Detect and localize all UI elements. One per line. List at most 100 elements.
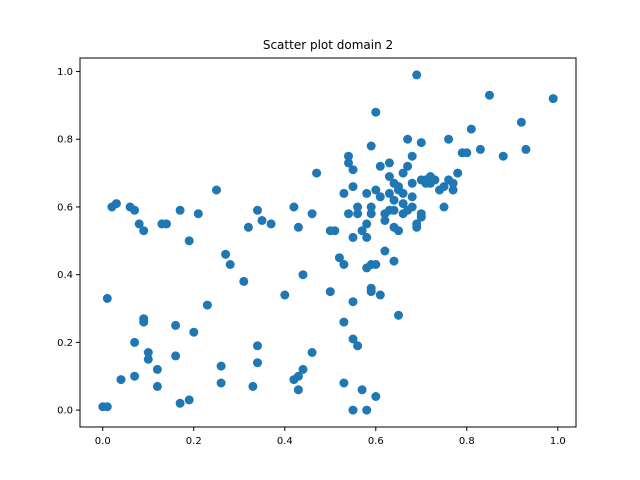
data-point (371, 107, 381, 117)
data-point (212, 185, 221, 195)
data-point (130, 337, 140, 347)
data-point (366, 141, 376, 151)
x-tick-label: 0.6 (368, 436, 384, 447)
data-point (152, 381, 162, 391)
data-point (116, 375, 126, 385)
data-point (398, 199, 408, 209)
data-point (462, 148, 472, 158)
data-point (516, 117, 526, 127)
data-point (293, 385, 303, 395)
data-point (357, 385, 367, 395)
data-point (498, 151, 508, 161)
data-point (307, 348, 317, 357)
points-layer (98, 70, 558, 415)
data-point (175, 398, 185, 408)
data-point (362, 232, 372, 242)
data-point (384, 188, 394, 198)
data-point (430, 175, 440, 185)
x-axis: 0.0 0.2 0.4 0.6 0.8 1.0 (95, 427, 566, 447)
data-point (407, 192, 417, 202)
data-point (448, 178, 458, 188)
data-point (134, 219, 144, 229)
data-point (298, 270, 308, 280)
data-point (102, 293, 112, 303)
data-point (398, 188, 408, 198)
data-point (366, 202, 376, 212)
y-tick-label: 1.0 (57, 67, 73, 78)
data-point (453, 168, 463, 178)
data-point (253, 205, 262, 215)
y-tick-label: 0.8 (57, 135, 73, 146)
data-point (280, 290, 290, 300)
data-point (339, 317, 349, 327)
data-point (389, 205, 399, 215)
data-point (521, 144, 531, 154)
data-point (389, 195, 399, 205)
data-point (444, 134, 454, 144)
plot-area-frame (79, 57, 577, 428)
x-tick-label: 0.4 (277, 436, 293, 447)
data-point (448, 185, 458, 195)
data-point (216, 378, 226, 388)
data-point (334, 253, 344, 263)
data-point (348, 165, 358, 175)
data-point (325, 287, 335, 297)
data-point (384, 172, 394, 181)
data-point (289, 202, 299, 212)
data-point (394, 226, 403, 236)
data-point (152, 364, 162, 374)
data-point (407, 202, 417, 212)
data-point (375, 161, 385, 171)
data-point (475, 144, 485, 154)
data-point (366, 209, 376, 219)
data-point (239, 276, 249, 286)
data-point (266, 219, 276, 229)
data-point (394, 310, 403, 320)
data-point (111, 199, 121, 209)
data-point (225, 260, 235, 269)
data-point (330, 226, 340, 236)
data-point (221, 249, 231, 259)
y-tick-label: 0.6 (57, 202, 73, 213)
data-point (175, 205, 185, 215)
data-point (353, 202, 363, 212)
data-point (375, 290, 385, 300)
data-point (253, 341, 262, 351)
data-point (102, 402, 112, 412)
data-point (407, 178, 417, 188)
data-point (412, 219, 422, 229)
data-point (162, 219, 171, 229)
data-point (130, 205, 140, 215)
data-point (389, 256, 399, 266)
data-point (398, 168, 408, 178)
data-point (485, 90, 494, 100)
data-point (184, 395, 194, 405)
data-point (202, 300, 212, 310)
data-point (380, 246, 390, 256)
x-tick-label: 1.0 (550, 436, 566, 447)
data-point (439, 182, 449, 192)
data-point (384, 158, 394, 168)
data-point (394, 182, 403, 192)
data-point (344, 209, 353, 219)
data-point (130, 371, 140, 381)
data-point (403, 134, 413, 144)
data-point (371, 392, 381, 401)
x-tick-label: 0.0 (95, 436, 111, 447)
data-point (344, 151, 353, 161)
data-point (380, 216, 390, 225)
data-point (339, 260, 349, 269)
data-point (143, 354, 153, 364)
data-point (171, 351, 181, 361)
data-point (139, 314, 149, 324)
x-tick-label: 0.2 (186, 436, 202, 447)
x-tick-label: 0.8 (459, 436, 475, 447)
data-point (403, 161, 413, 171)
data-point (353, 209, 363, 219)
data-point (243, 222, 253, 232)
data-point (193, 209, 203, 219)
data-point (362, 405, 372, 415)
data-point (216, 361, 226, 371)
